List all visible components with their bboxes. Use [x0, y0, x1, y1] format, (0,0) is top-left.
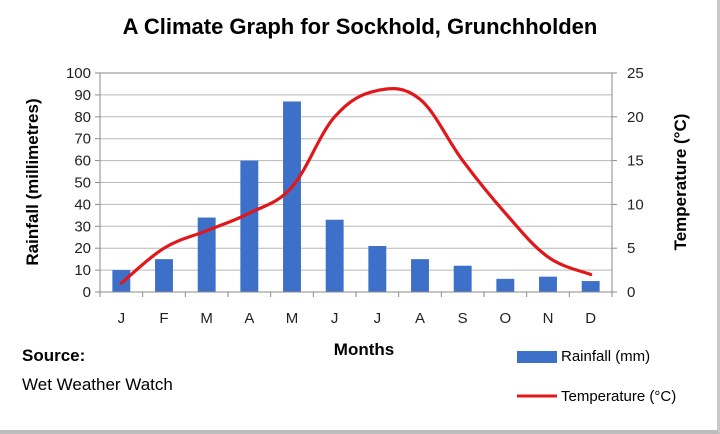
- y-tick-label: 60: [74, 153, 91, 170]
- y2-axis-title: Temperature (°C): [671, 114, 690, 251]
- legend-rainfall-swatch: [517, 351, 557, 363]
- y-tick-label: 30: [74, 218, 91, 235]
- y2-tick-label: 10: [627, 196, 644, 213]
- y-tick-label: 20: [74, 240, 91, 257]
- axes: [95, 72, 617, 297]
- y-tick-label: 70: [74, 131, 91, 148]
- y-tick-label: 50: [74, 175, 91, 192]
- x-tick-label: F: [159, 310, 168, 327]
- legend-temperature-label: Temperature (°C): [561, 388, 677, 405]
- y-tick-label: 0: [83, 284, 91, 301]
- rainfall-bar: [240, 160, 259, 292]
- source-label: Source:: [22, 346, 86, 365]
- x-tick-label: A: [415, 310, 425, 327]
- y2-tick-label: 15: [627, 153, 644, 170]
- rainfall-bar: [112, 270, 131, 292]
- rainfall-bar: [325, 219, 344, 292]
- y2-tick-label: 20: [627, 109, 644, 126]
- y-tick-label: 80: [74, 109, 91, 126]
- source-value: Wet Weather Watch: [22, 375, 173, 394]
- y-tick-label: 100: [66, 65, 91, 82]
- x-tick-label: M: [200, 310, 213, 327]
- x-tick-label: A: [244, 310, 254, 327]
- y-tick-label: 10: [74, 262, 91, 279]
- temperature-line: [119, 86, 593, 285]
- y2-tick-label: 25: [627, 65, 644, 82]
- x-tick-label: N: [543, 310, 554, 327]
- x-tick-label: J: [374, 310, 382, 327]
- x-tick-label: J: [118, 310, 126, 327]
- x-tick-label: J: [331, 310, 339, 327]
- temperature-line-group: [119, 86, 593, 285]
- rainfall-bar: [411, 259, 429, 292]
- y2-tick-label: 0: [627, 284, 635, 301]
- x-tick-label: S: [458, 310, 468, 327]
- y-tick-label: 40: [74, 196, 91, 213]
- chart-title: A Climate Graph for Sockhold, Grunchhold…: [122, 14, 598, 39]
- x-tick-label: O: [499, 310, 511, 327]
- rainfall-bar: [496, 278, 515, 292]
- legend-rainfall-label: Rainfall (mm): [561, 348, 651, 365]
- rainfall-bar: [155, 259, 173, 292]
- grid: [100, 72, 612, 293]
- tick-labels: 0 10 20 30 40 50 60 70 80 90 100 0 5 10 15 20 25 J F M A M J J A…: [66, 65, 644, 327]
- rainfall-bar: [539, 276, 557, 292]
- rainfall-bar: [283, 101, 301, 292]
- y-axis-title: Rainfall (millimetres): [23, 98, 42, 265]
- y2-tick-label: 5: [627, 240, 635, 257]
- rainfall-bar: [453, 265, 472, 292]
- x-tick-label: D: [585, 310, 596, 327]
- x-tick-label: M: [286, 310, 299, 327]
- rainfall-bar: [197, 217, 216, 292]
- rainfall-bar: [581, 281, 600, 292]
- rainfall-bar: [368, 246, 387, 292]
- rainfall-bars: [112, 101, 600, 292]
- x-axis-title: Months: [334, 340, 394, 359]
- y-tick-label: 90: [74, 87, 91, 104]
